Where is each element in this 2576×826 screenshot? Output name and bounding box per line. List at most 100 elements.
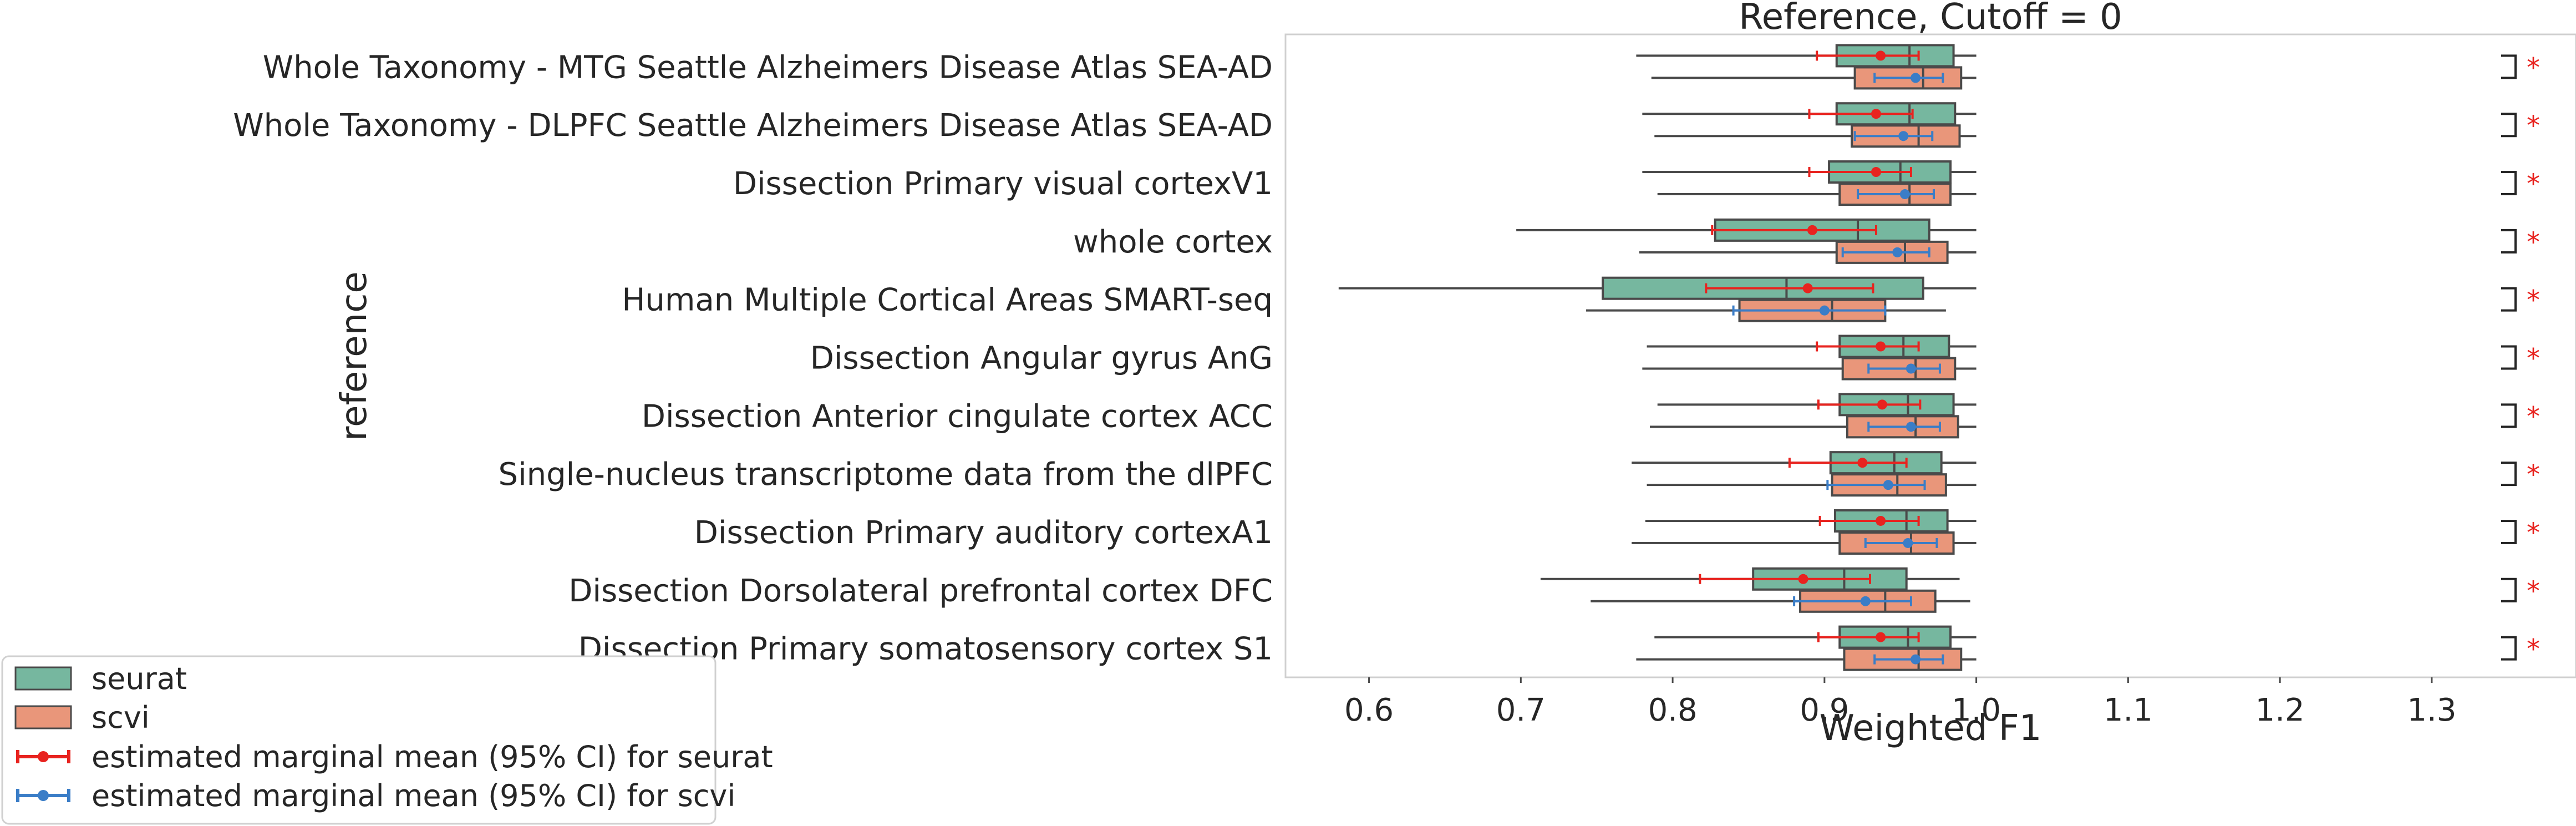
emm-point — [1807, 225, 1817, 235]
emm-point — [1876, 515, 1886, 526]
x-tick-label: 1.2 — [2255, 692, 2305, 728]
box-seurat — [1657, 393, 1977, 417]
emm-point — [1877, 399, 1887, 410]
category-label: Whole Taxonomy - DLPFC Seattle Alzheimer… — [233, 108, 1273, 144]
box-seurat — [1636, 44, 1977, 68]
emm-point — [1899, 189, 1910, 200]
emm-errorbar-seurat — [1788, 458, 1908, 468]
significance-star: * — [2527, 576, 2540, 607]
bracket-line — [2501, 577, 2517, 602]
emm-point — [1911, 654, 1921, 665]
legend-label-seurat-emm: estimated marginal mean (95% CI) for seu… — [92, 739, 773, 774]
emm-point — [1903, 538, 1913, 548]
emm-errorbar-seurat — [1705, 283, 1874, 293]
significance-star: * — [2527, 401, 2540, 432]
emm-point — [1857, 458, 1868, 468]
significance-star: * — [2527, 227, 2540, 258]
significance-bracket: * — [2501, 459, 2540, 490]
significance-star: * — [2527, 459, 2540, 490]
significance-star: * — [2527, 634, 2540, 665]
significance-bracket: * — [2501, 576, 2540, 607]
emm-point — [1819, 305, 1830, 316]
emm-errorbar-seurat — [1818, 515, 1920, 526]
emm-point — [1892, 247, 1903, 257]
legend-frame — [1, 655, 717, 825]
emm-errorbar-seurat — [1816, 50, 1920, 61]
box-seurat — [1338, 276, 1977, 300]
emm-point — [1906, 363, 1916, 374]
category-label: Whole Taxonomy - MTG Seattle Alzheimers … — [263, 49, 1273, 85]
bracket-line — [2501, 636, 2517, 661]
emm-errorbar-seurat — [1816, 341, 1920, 352]
bracket-line — [2501, 345, 2517, 370]
emm-errorbar-scvi — [1732, 305, 1887, 316]
significance-bracket: * — [2501, 52, 2540, 83]
emm-errorbar-scvi — [1857, 189, 1935, 200]
emm-errorbar-seurat — [1817, 632, 1920, 642]
emm-point — [1906, 422, 1916, 432]
emm-point — [1802, 283, 1813, 293]
emm-errorbar-seurat — [1711, 225, 1877, 235]
x-tick-label: 0.8 — [1648, 692, 1698, 728]
emm-errorbar-scvi — [1867, 422, 1941, 432]
category-label: Human Multiple Cortical Areas SMART-seq — [622, 282, 1273, 318]
emm-errorbar-scvi — [1853, 131, 1934, 141]
legend-swatch-seurat — [14, 666, 72, 691]
emm-errorbar-seurat — [1808, 167, 1912, 178]
category-label: Dissection Dorsolateral prefrontal corte… — [568, 573, 1273, 609]
plot-frame — [1284, 33, 2576, 678]
significance-bracket: * — [2501, 110, 2540, 141]
emm-errorbar-scvi — [1864, 538, 1938, 548]
emm-point — [1798, 574, 1808, 584]
emm-point — [1876, 341, 1886, 352]
legend-errorbar-scvi — [16, 789, 70, 802]
bracket-line — [2501, 403, 2517, 428]
x-tick-label: 0.6 — [1344, 692, 1394, 728]
category-label: Dissection Primary visual cortexV1 — [733, 166, 1273, 202]
emm-point — [1911, 73, 1921, 83]
x-tick-label: 1.1 — [2104, 692, 2153, 728]
significance-bracket: * — [2501, 343, 2540, 374]
category-label: Dissection Anterior cingulate cortex ACC — [642, 398, 1273, 434]
significance-bracket: * — [2501, 169, 2540, 200]
emm-errorbar-seurat — [1808, 109, 1914, 119]
emm-errorbar-scvi — [1826, 480, 1926, 490]
box-series — [1338, 44, 1977, 671]
significance-star: * — [2527, 52, 2540, 83]
category-labels: Whole Taxonomy - MTG Seattle Alzheimers … — [233, 49, 1273, 667]
significance-markers: * * * * * * * * * * * — [2501, 52, 2540, 665]
emm-errorbar-scvi — [1793, 596, 1912, 606]
category-label: Dissection Angular gyrus AnG — [810, 341, 1273, 377]
bracket-line — [2501, 287, 2517, 312]
category-label: Dissection Primary auditory cortexA1 — [694, 515, 1273, 551]
box-seurat — [1647, 335, 1977, 358]
significance-star: * — [2527, 110, 2540, 141]
x-tick-label: 0.9 — [1800, 692, 1849, 728]
significance-star: * — [2527, 169, 2540, 200]
emm-point — [1860, 596, 1871, 606]
emm-errorbar-scvi — [1873, 73, 1944, 83]
x-tick-label: 1.3 — [2407, 692, 2456, 728]
legend-swatch-scvi — [14, 705, 72, 729]
significance-bracket: * — [2501, 227, 2540, 258]
category-label: Single-nucleus transcriptome data from t… — [499, 457, 1273, 493]
emm-errorbar-seurat — [1817, 399, 1922, 410]
emm-point — [1871, 167, 1881, 178]
box-seurat — [1645, 509, 1977, 533]
legend-label-seurat: seurat — [92, 661, 187, 696]
x-tick-label: 0.7 — [1496, 692, 1546, 728]
emm-point — [1898, 131, 1909, 141]
significance-star: * — [2527, 518, 2540, 549]
emm-point — [1883, 480, 1893, 490]
emm-errorbar-seurat — [1699, 574, 1871, 584]
bracket-line — [2501, 462, 2517, 487]
emm-point — [1876, 50, 1886, 61]
chart-title: Reference, Cutoff = 0 — [1739, 0, 2122, 38]
emm-point — [1876, 632, 1886, 642]
box-scvi — [1647, 473, 1977, 497]
bracket-line — [2501, 229, 2517, 254]
significance-bracket: * — [2501, 401, 2540, 432]
emm-errorbar-scvi — [1867, 363, 1941, 374]
legend-label-scvi-emm: estimated marginal mean (95% CI) for scv… — [92, 778, 735, 813]
box-scvi — [1636, 647, 1977, 671]
